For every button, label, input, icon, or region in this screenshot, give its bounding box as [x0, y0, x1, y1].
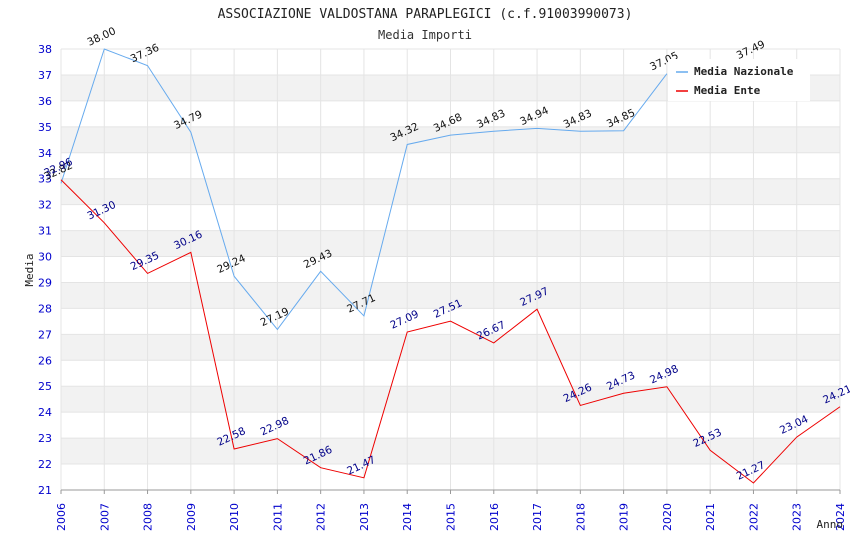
y-axis-title: Media — [23, 253, 36, 286]
data-label: 23.04 — [778, 413, 811, 437]
legend-label-ente: Media Ente — [694, 84, 761, 97]
data-label: 27.09 — [388, 308, 420, 332]
grid-bands — [60, 48, 841, 491]
data-label: 22.98 — [259, 415, 291, 439]
series-lines — [60, 48, 841, 484]
y-tick-label: 25 — [38, 380, 52, 393]
x-tick-label: 2016 — [488, 503, 501, 531]
chart-subtitle: Media Importi — [378, 28, 472, 42]
x-tick-label: 2008 — [142, 503, 155, 531]
y-tick-label: 31 — [38, 225, 52, 238]
y-tick-label: 23 — [38, 432, 52, 445]
x-tick-label: 2020 — [661, 503, 674, 531]
y-tick-label: 26 — [38, 354, 52, 367]
x-tick-label: 2007 — [98, 503, 111, 531]
x-tick-label: 2017 — [531, 503, 544, 531]
legend-label-nazionale: Media Nazionale — [694, 65, 794, 78]
x-tick-label: 2018 — [574, 503, 587, 531]
data-label: 37.49 — [735, 38, 767, 62]
data-label: 24.98 — [648, 363, 680, 387]
x-tick-label: 2010 — [228, 503, 241, 531]
data-label: 38.00 — [85, 25, 117, 49]
x-tick-label: 2024 — [834, 503, 847, 531]
x-tick-label: 2015 — [445, 503, 458, 531]
legend-box — [668, 59, 810, 101]
x-tick-label: 2014 — [401, 503, 414, 531]
x-tick-label: 2021 — [704, 503, 717, 531]
y-tick-label: 21 — [38, 484, 52, 497]
y-tick-label: 34 — [38, 147, 52, 160]
x-axis-title: Anno — [817, 518, 844, 531]
y-tick-label: 33 — [38, 173, 52, 186]
y-tick-label: 28 — [38, 302, 52, 315]
y-tick-label: 24 — [38, 406, 52, 419]
legend: Media Nazionale Media Ente — [668, 59, 810, 101]
y-tick-label: 32 — [38, 199, 52, 212]
x-tick-label: 2013 — [358, 503, 371, 531]
x-tick-label: 2012 — [315, 503, 328, 531]
series-line-ente — [60, 179, 841, 484]
y-tick-label: 30 — [38, 251, 52, 264]
y-tick-label: 36 — [38, 95, 52, 108]
y-tick-label: 22 — [38, 458, 52, 471]
x-tick-label: 2011 — [271, 503, 284, 531]
y-tick-label: 35 — [38, 121, 52, 134]
x-tick-label: 2019 — [618, 503, 631, 531]
y-tick-label: 37 — [38, 69, 52, 82]
y-axis-ticks: 21 22 23 24 25 26 27 28 29 30 31 32 33 34 35 36 37 38 — [38, 43, 52, 497]
y-tick-label: 38 — [38, 43, 52, 56]
x-tick-label: 2023 — [791, 503, 804, 531]
data-label: 37.36 — [129, 42, 162, 66]
x-tick-label: 2009 — [185, 503, 198, 531]
x-tick-label: 2022 — [747, 503, 760, 531]
chart-title: ASSOCIAZIONE VALDOSTANA PARAPLEGICI (c.f… — [218, 7, 633, 22]
y-tick-label: 29 — [38, 276, 52, 289]
series-line-nazionale — [60, 48, 668, 331]
x-axis-ticks: 2006 2007 2008 2009 2010 2011 2012 2013 2014 2015… — [55, 490, 847, 531]
x-tick-label: 2006 — [55, 503, 68, 531]
y-tick-label: 27 — [38, 328, 52, 341]
data-label: 34.94 — [518, 104, 551, 128]
